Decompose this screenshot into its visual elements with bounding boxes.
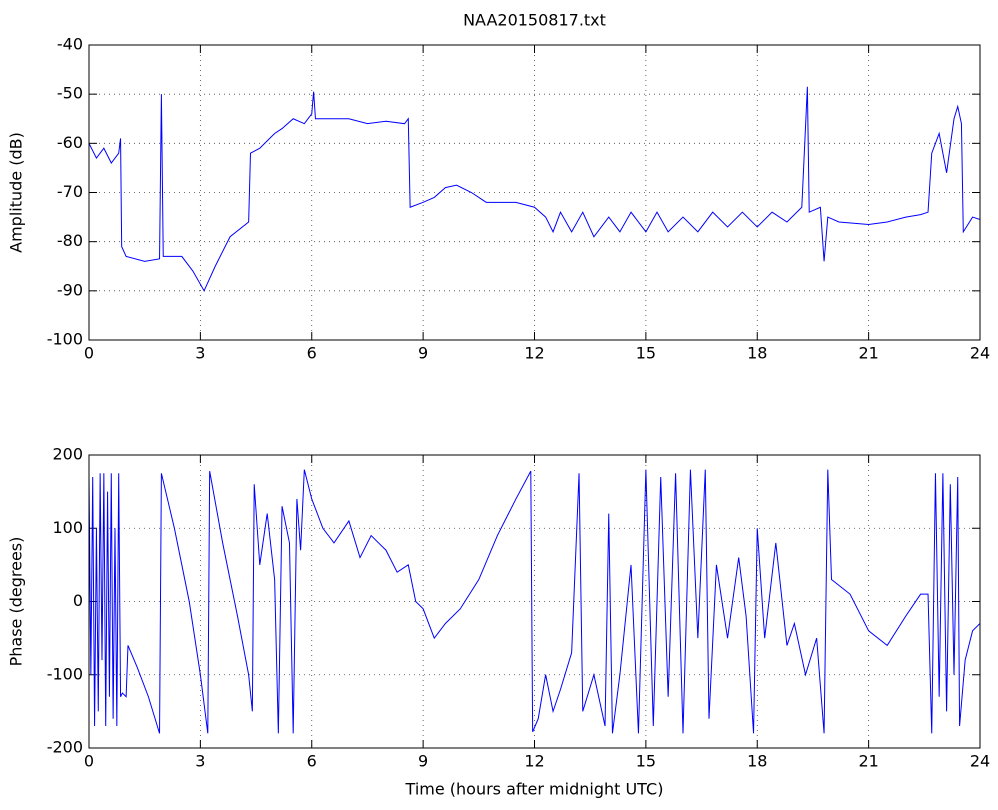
y-tick-label: -90 xyxy=(57,280,83,299)
x-tick-label: 3 xyxy=(195,344,205,363)
axes-frame xyxy=(88,454,981,749)
y-tick-label: -60 xyxy=(57,133,83,152)
y-axis-label: Phase (degrees) xyxy=(7,537,26,667)
x-tick-label: 24 xyxy=(970,752,990,771)
data-line xyxy=(89,469,980,734)
x-tick-label: 24 xyxy=(970,344,990,363)
data-line xyxy=(89,86,980,292)
y-tick-label: -80 xyxy=(57,231,83,250)
x-tick-label: 21 xyxy=(858,344,878,363)
y-tick-label: 100 xyxy=(52,518,83,537)
y-tick-label: -50 xyxy=(57,84,83,103)
x-tick-label: 12 xyxy=(524,752,544,771)
x-tick-label: 15 xyxy=(636,752,656,771)
axes-frame xyxy=(88,44,981,341)
x-tick-label: 15 xyxy=(636,344,656,363)
x-tick-label: 0 xyxy=(84,344,94,363)
y-tick-label: -100 xyxy=(47,330,83,349)
x-tick-label: 6 xyxy=(307,752,317,771)
x-tick-label: 3 xyxy=(195,752,205,771)
x-axis-label: Time (hours after midnight UTC) xyxy=(405,780,664,799)
x-tick-label: 9 xyxy=(418,752,428,771)
chart-title: NAA20150817.txt xyxy=(463,11,606,30)
y-tick-label: -200 xyxy=(47,738,83,757)
x-tick-label: 0 xyxy=(84,752,94,771)
y-tick-label: -40 xyxy=(57,35,83,54)
x-tick-label: 21 xyxy=(858,752,878,771)
y-axis-label: Amplitude (dB) xyxy=(7,132,26,253)
y-tick-label: -70 xyxy=(57,182,83,201)
y-tick-label: -100 xyxy=(47,664,83,683)
x-tick-label: 18 xyxy=(747,344,767,363)
y-tick-label: 200 xyxy=(52,445,83,464)
x-tick-label: 9 xyxy=(418,344,428,363)
x-tick-label: 6 xyxy=(307,344,317,363)
x-tick-label: 18 xyxy=(747,752,767,771)
y-tick-label: 0 xyxy=(73,591,83,610)
x-tick-label: 12 xyxy=(524,344,544,363)
